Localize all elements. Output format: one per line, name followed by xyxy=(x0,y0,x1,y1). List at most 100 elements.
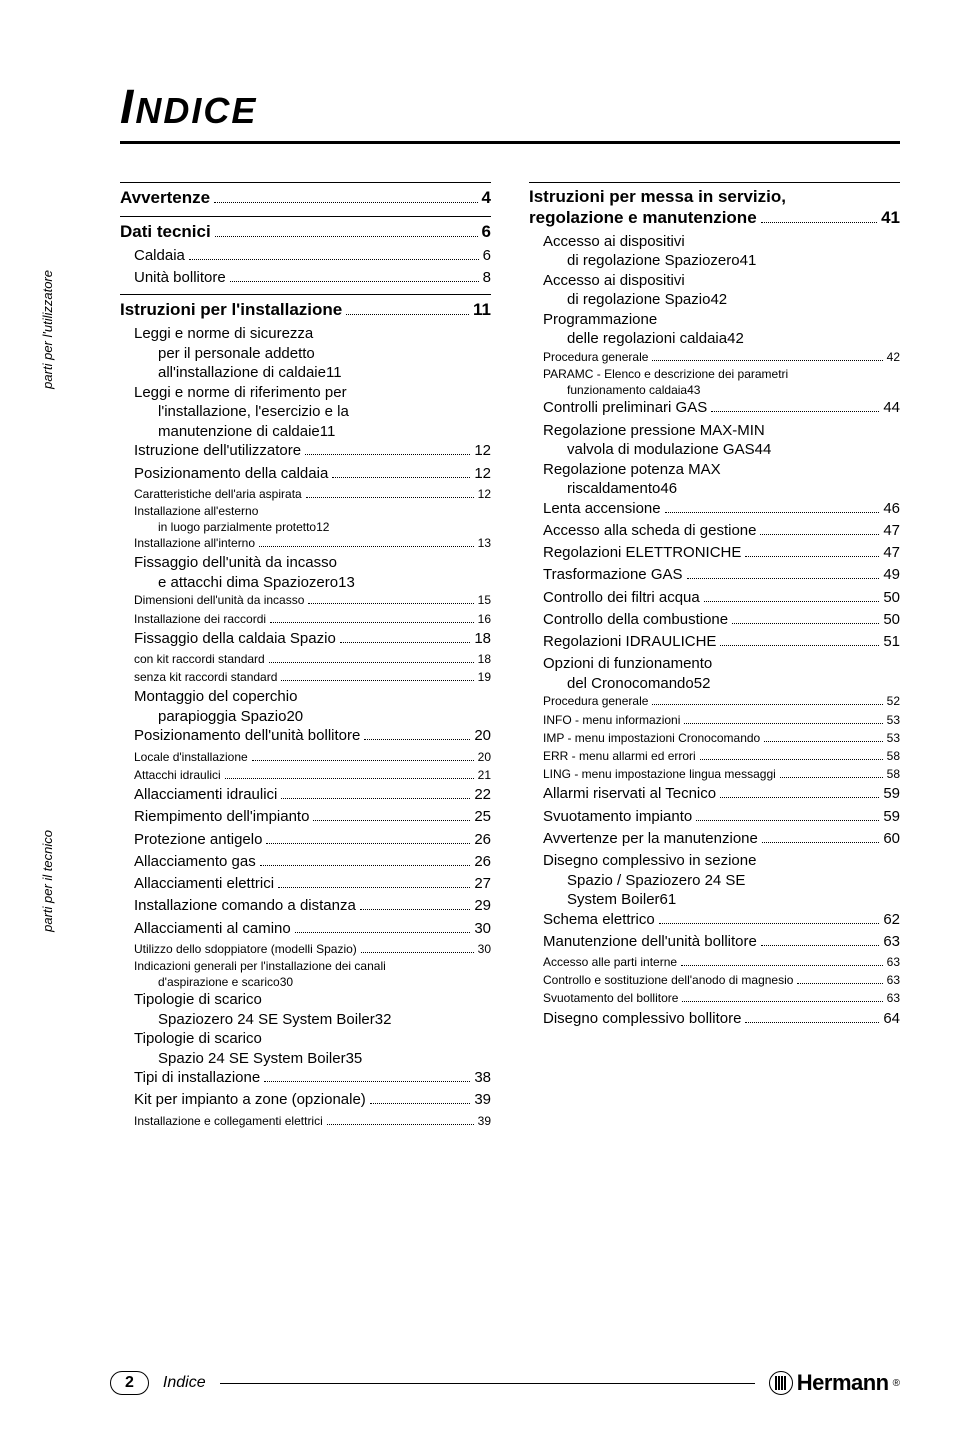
title-rule xyxy=(120,141,900,144)
toc-entry-page: 29 xyxy=(474,896,491,916)
toc-entry: Schema elettrico62 xyxy=(529,910,900,930)
side-label-tecnico: parti per il tecnico xyxy=(40,830,55,932)
leader-dots xyxy=(361,942,474,953)
toc-entry-label: Dimensioni dell'unità da incasso xyxy=(134,592,304,608)
toc-entry-page: 50 xyxy=(883,610,900,630)
leader-dots xyxy=(696,807,879,821)
toc-entry-label: del Cronocomando xyxy=(567,674,694,694)
toc-entry-label: Utilizzo dello sdoppiatore (modelli Spaz… xyxy=(134,941,357,957)
toc-entry-label: Tipologie di scarico xyxy=(134,1029,491,1049)
page-footer: 2 Indice Hermann® xyxy=(110,1370,900,1396)
toc-entry: Avvertenze per la manutenzione60 xyxy=(529,829,900,849)
toc-entry-label: Posizionamento dell'unità bollitore xyxy=(134,726,360,746)
toc-entry: Controllo della combustione 50 xyxy=(529,610,900,630)
toc-entry-row: funzionamento caldaia43 xyxy=(543,383,900,399)
toc-entry-label: Controllo della combustione xyxy=(543,610,728,630)
toc-entry: Locale d'installazione20 xyxy=(120,749,491,765)
toc-entry-page: 35 xyxy=(346,1049,363,1069)
leader-dots xyxy=(264,1069,470,1083)
toc-entry-label: Procedura generale xyxy=(543,349,648,365)
leader-dots xyxy=(252,750,474,761)
toc-entry: Accesso ai dispositividi regolazione Spa… xyxy=(529,271,900,310)
leader-dots xyxy=(711,399,879,413)
toc-entry: Fissaggio dell'unità da incassoe attacch… xyxy=(120,553,491,592)
toc-entry: Montaggio del coperchioparapioggia Spazi… xyxy=(120,687,491,726)
toc-entry: Regolazioni ELETTRONICHE47 xyxy=(529,543,900,563)
leader-dots xyxy=(764,731,882,742)
toc-entry: Installazione comando a distanza29 xyxy=(120,896,491,916)
leader-dots xyxy=(700,749,883,760)
toc-entry-page: 30 xyxy=(280,975,293,991)
toc-entry-label: Caldaia xyxy=(134,246,185,266)
toc-entry: Installazione all'esternoin luogo parzia… xyxy=(120,504,491,535)
toc-entry-label: Leggi e norme di sicurezza xyxy=(134,324,491,344)
toc-entry-label: regolazione e manutenzione xyxy=(529,207,757,230)
toc-entry-page: 21 xyxy=(478,767,491,783)
toc-entry-label: con kit raccordi standard xyxy=(134,651,265,667)
toc-entry-label: Installazione dei raccordi xyxy=(134,611,266,627)
toc-entry-label: Fissaggio della caldaia Spazio xyxy=(134,629,336,649)
toc-entry-page: 39 xyxy=(474,1090,491,1110)
leader-dots xyxy=(665,499,880,513)
toc-entry: Istruzioni per l'installazione11 xyxy=(120,299,491,322)
toc-entry-label: Kit per impianto a zone (opzionale) xyxy=(134,1090,366,1110)
toc-entry-page: 59 xyxy=(883,807,900,827)
toc-entry: INFO - menu informazioni53 xyxy=(529,712,900,728)
toc-entry: Disegno complessivo bollitore64 xyxy=(529,1009,900,1029)
toc-entry-label: Allacciamento gas xyxy=(134,852,256,872)
toc-entry-label: Installazione all'esterno xyxy=(134,504,491,520)
toc-entry-row: e attacchi dima Spaziozero13 xyxy=(134,573,491,593)
leader-dots xyxy=(652,350,882,361)
toc-entry-row: riscaldamento46 xyxy=(543,479,900,499)
leader-dots xyxy=(332,464,470,478)
toc-entry: Installazione e collegamenti elettrici39 xyxy=(120,1113,491,1129)
toc-entry-label: Dati tecnici xyxy=(120,221,211,244)
leader-dots xyxy=(281,786,470,800)
toc-entry-label: Istruzioni per l'installazione xyxy=(120,299,342,322)
toc-entry-row: di regolazione Spaziozero41 xyxy=(543,251,900,271)
toc-entry-label: Montaggio del coperchio xyxy=(134,687,491,707)
toc-right-column: Istruzioni per messa in servizio,regolaz… xyxy=(529,176,900,1131)
leader-dots xyxy=(295,919,471,933)
toc-entry-row: manutenzione di caldaie11 xyxy=(134,422,491,442)
toc-entry-page: 53 xyxy=(887,730,900,746)
toc-entry: senza kit raccordi standard19 xyxy=(120,669,491,685)
toc-entry: Controlli preliminari GAS44 xyxy=(529,398,900,418)
brand-name: Hermann xyxy=(797,1370,889,1396)
leader-dots xyxy=(745,544,879,558)
page-number-badge: 2 xyxy=(110,1371,149,1395)
leader-dots xyxy=(761,208,877,223)
toc-entry: Svuotamento del bollitore63 xyxy=(529,990,900,1006)
leader-dots xyxy=(681,955,883,966)
toc-entry-label: ERR - menu allarmi ed errori xyxy=(543,748,696,764)
leader-dots xyxy=(305,442,470,456)
toc-entry: Regolazione potenza MAXriscaldamento46 xyxy=(529,460,900,499)
toc-entry-label: Attacchi idraulici xyxy=(134,767,221,783)
toc-entry-page: 53 xyxy=(887,712,900,728)
toc-entry-label: in luogo parzialmente protetto xyxy=(158,520,316,536)
toc-entry-row: d'aspirazione e scarico30 xyxy=(134,975,491,991)
toc-entry-label: Spazio / Spaziozero 24 SE xyxy=(543,871,900,891)
toc-entry: Tipi di installazione38 xyxy=(120,1068,491,1088)
toc-entry-label: Fissaggio dell'unità da incasso xyxy=(134,553,491,573)
leader-dots xyxy=(360,897,471,911)
toc-entry-page: 62 xyxy=(883,910,900,930)
toc-entry: Allacciamenti al camino30 xyxy=(120,919,491,939)
leader-dots xyxy=(704,588,880,602)
leader-dots xyxy=(720,785,879,799)
toc-entry-label: Indicazioni generali per l'installazione… xyxy=(134,959,491,975)
toc-entry: ERR - menu allarmi ed errori58 xyxy=(529,748,900,764)
section-rule xyxy=(120,294,491,295)
toc-entry: Protezione antigelo26 xyxy=(120,830,491,850)
toc-entry: con kit raccordi standard 18 xyxy=(120,651,491,667)
leader-dots xyxy=(761,932,879,946)
toc-entry-page: 42 xyxy=(727,329,744,349)
toc-entry: Svuotamento impianto59 xyxy=(529,807,900,827)
toc-entry-row: regolazione e manutenzione41 xyxy=(529,207,900,230)
toc-entry: PARAMC - Elenco e descrizione dei parame… xyxy=(529,367,900,398)
side-label-utilizzatore: parti per l'utilizzatore xyxy=(40,270,55,389)
toc-entry-page: 18 xyxy=(478,651,491,667)
toc-entry: Regolazione pressione MAX-MINvalvola di … xyxy=(529,421,900,460)
toc-entry-label: Allarmi riservati al Tecnico xyxy=(543,784,716,804)
toc-entry-page: 47 xyxy=(883,543,900,563)
